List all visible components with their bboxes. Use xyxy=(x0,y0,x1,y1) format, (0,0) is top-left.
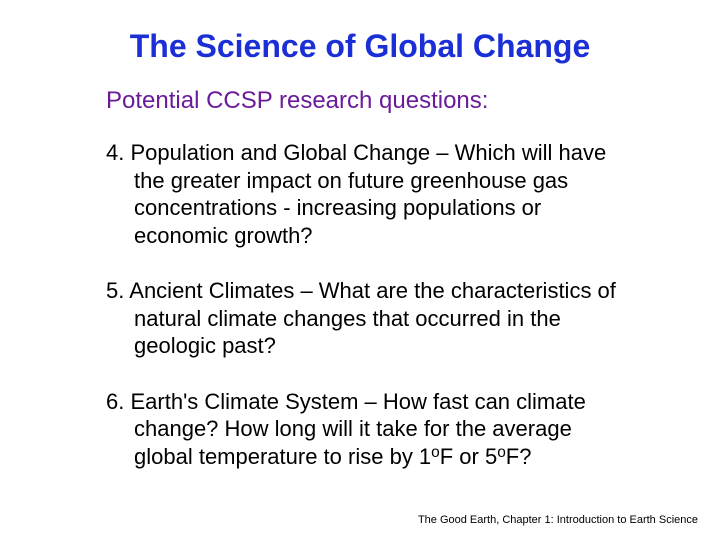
list-item: 6. Earth's Climate System – How fast can… xyxy=(106,388,630,471)
footer-citation: The Good Earth, Chapter 1: Introduction … xyxy=(418,514,698,526)
slide-container: The Science of Global Change Potential C… xyxy=(0,0,720,540)
item-number: 4. xyxy=(106,140,124,165)
page-title: The Science of Global Change xyxy=(70,28,650,65)
item-text: Earth's Climate System – How fast can cl… xyxy=(130,389,585,469)
item-text: Ancient Climates – What are the characte… xyxy=(129,278,616,358)
list-item: 5. Ancient Climates – What are the chara… xyxy=(106,277,630,360)
item-number: 6. xyxy=(106,389,124,414)
list-item: 4. Population and Global Change – Which … xyxy=(106,139,630,249)
subtitle: Potential CCSP research questions: xyxy=(106,87,660,115)
item-text: Population and Global Change – Which wil… xyxy=(130,140,606,248)
item-number: 5. xyxy=(106,278,124,303)
